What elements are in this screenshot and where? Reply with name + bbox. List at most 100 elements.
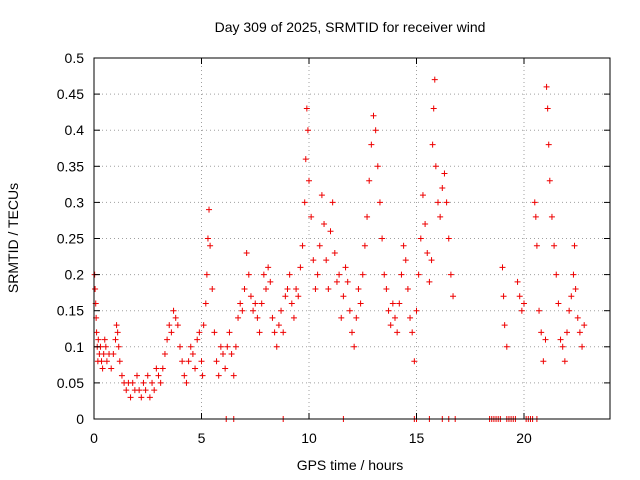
- data-point: [514, 278, 521, 285]
- data-point: [170, 307, 177, 314]
- data-point: [235, 314, 242, 321]
- data-point: [368, 141, 375, 148]
- data-point: [265, 264, 272, 271]
- data-point: [179, 358, 186, 365]
- data-point: [419, 192, 426, 199]
- data-point: [342, 264, 349, 271]
- data-point: [199, 372, 206, 379]
- data-point: [282, 293, 289, 300]
- data-point: [407, 314, 414, 321]
- data-point: [417, 235, 424, 242]
- data-point: [256, 329, 263, 336]
- data-point: [499, 264, 506, 271]
- data-point: [574, 314, 581, 321]
- data-point: [166, 322, 173, 329]
- plot-frame: [93, 57, 611, 420]
- data-point: [243, 249, 250, 256]
- data-point: [435, 199, 441, 206]
- data-point: [566, 307, 573, 314]
- y-tick-label: 0.1: [65, 339, 85, 355]
- data-point: [346, 307, 353, 314]
- data-point: [250, 307, 257, 314]
- y-tick-label: 0.25: [57, 231, 84, 247]
- axis-ticks: 0 0.05 0.1 0.15 0.2 0.25 0.3 0.35 0.4 0.45 0.5 0 5 10…: [57, 50, 610, 446]
- grid: [94, 58, 610, 419]
- data-point: [224, 343, 231, 350]
- data-point: [381, 271, 388, 278]
- data-point: [189, 351, 196, 358]
- data-point: [540, 358, 547, 365]
- data-point: [303, 105, 310, 112]
- data-point: [209, 286, 216, 293]
- x-tick-label: 0: [90, 430, 98, 446]
- data-point: [275, 322, 282, 329]
- y-tick-label: 0.45: [57, 86, 84, 102]
- data-point: [181, 372, 188, 379]
- data-point: [521, 300, 527, 307]
- data-point: [310, 257, 317, 264]
- data-point: [99, 365, 106, 372]
- data-point: [220, 351, 226, 358]
- data-point: [100, 351, 107, 358]
- data-point: [110, 351, 117, 358]
- data-point: [372, 127, 379, 134]
- data-point: [376, 199, 383, 206]
- data-point: [207, 242, 214, 249]
- data-point: [290, 314, 297, 321]
- data-point: [247, 293, 254, 300]
- data-point: [304, 127, 311, 134]
- data-point: [576, 329, 583, 336]
- data-point: [112, 336, 119, 343]
- data-point: [232, 343, 239, 350]
- data-point: [340, 293, 347, 300]
- data-point: [394, 329, 401, 336]
- data-point: [370, 112, 377, 119]
- data-point: [349, 329, 355, 336]
- data-point: [200, 322, 207, 329]
- y-tick-label: 0.5: [65, 50, 85, 66]
- data-point: [402, 257, 409, 264]
- x-tick-label: 20: [516, 430, 532, 446]
- data-point: [415, 271, 422, 278]
- data-point: [302, 156, 309, 163]
- data-point: [409, 329, 416, 336]
- data-point: [321, 221, 328, 228]
- data-point: [353, 314, 360, 321]
- data-point: [564, 329, 570, 336]
- data-point: [108, 365, 115, 372]
- data-point: [581, 322, 588, 329]
- data-point: [295, 293, 302, 300]
- data-point: [323, 257, 330, 264]
- data-point: [329, 199, 336, 206]
- data-point: [366, 177, 373, 184]
- data-point: [230, 372, 237, 379]
- data-point: [183, 379, 190, 386]
- data-point: [95, 336, 102, 343]
- data-point: [327, 228, 334, 235]
- data-point: [553, 271, 560, 278]
- data-point: [548, 213, 555, 220]
- data-point: [447, 271, 454, 278]
- data-point: [316, 242, 323, 249]
- data-point: [555, 300, 562, 307]
- data-point: [532, 213, 539, 220]
- data-point: [351, 343, 358, 350]
- data-point: [194, 336, 201, 343]
- data-point: [542, 336, 549, 343]
- data-point: [260, 271, 267, 278]
- data-point: [545, 141, 552, 148]
- x-tick-label: 10: [301, 430, 317, 446]
- x-tick-label: 15: [409, 430, 425, 446]
- data-point: [245, 271, 252, 278]
- data-point: [430, 105, 437, 112]
- y-tick-label: 0: [76, 411, 84, 427]
- data-point: [185, 358, 192, 365]
- data-point: [383, 286, 390, 293]
- data-point: [357, 300, 364, 307]
- data-point: [172, 314, 179, 321]
- data-point: [579, 343, 586, 350]
- x-tick-label: 5: [198, 430, 206, 446]
- y-tick-label: 0.15: [57, 303, 84, 319]
- data-point: [374, 163, 381, 170]
- data-point: [202, 300, 209, 307]
